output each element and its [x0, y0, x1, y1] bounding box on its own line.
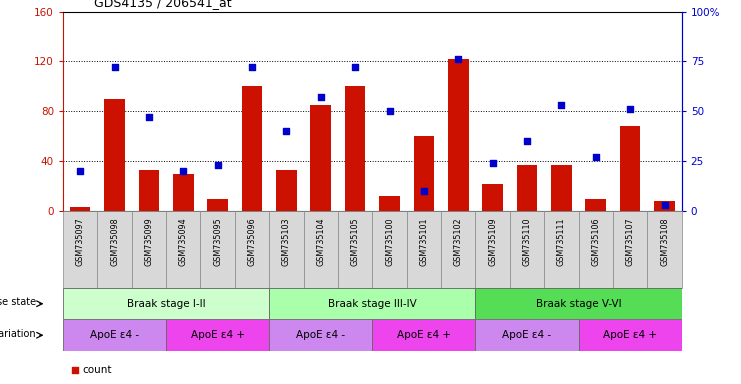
Text: GDS4135 / 206541_at: GDS4135 / 206541_at	[94, 0, 231, 9]
Text: Braak stage V-VI: Braak stage V-VI	[536, 299, 622, 309]
Point	[384, 108, 396, 114]
Bar	[242, 86, 262, 211]
Bar	[269, 319, 372, 351]
Bar	[132, 211, 166, 288]
Text: GSM735104: GSM735104	[316, 217, 325, 266]
Bar	[104, 99, 124, 211]
Bar	[516, 165, 537, 211]
Bar	[235, 211, 269, 288]
Text: disease state: disease state	[0, 297, 36, 307]
Bar	[269, 288, 476, 319]
Bar	[441, 211, 476, 288]
Text: ApoE ε4 +: ApoE ε4 +	[190, 330, 245, 340]
Point	[521, 138, 533, 144]
Bar	[372, 319, 476, 351]
Text: GSM735108: GSM735108	[660, 217, 669, 266]
Bar	[173, 174, 193, 211]
Bar	[139, 170, 159, 211]
Point	[556, 102, 568, 108]
Bar	[207, 199, 228, 211]
Bar	[551, 165, 572, 211]
Point	[659, 202, 671, 208]
Point	[212, 162, 224, 168]
Text: ApoE ε4 +: ApoE ε4 +	[603, 330, 657, 340]
Text: GSM735095: GSM735095	[213, 217, 222, 266]
Bar	[476, 288, 682, 319]
Point	[177, 168, 189, 174]
Text: GSM735101: GSM735101	[419, 217, 428, 266]
Bar	[70, 207, 90, 211]
Bar	[544, 211, 579, 288]
Bar	[407, 211, 441, 288]
Text: GSM735096: GSM735096	[247, 217, 256, 266]
Bar	[482, 184, 503, 211]
Bar	[201, 211, 235, 288]
Text: GSM735103: GSM735103	[282, 217, 291, 266]
Text: genotype/variation: genotype/variation	[0, 329, 36, 339]
Bar	[345, 86, 365, 211]
Point	[74, 168, 86, 174]
Bar	[63, 211, 97, 288]
Text: GSM735097: GSM735097	[76, 217, 84, 266]
Bar	[476, 211, 510, 288]
Bar	[372, 211, 407, 288]
Text: Braak stage III-IV: Braak stage III-IV	[328, 299, 416, 309]
Point	[349, 65, 361, 71]
Text: GSM735100: GSM735100	[385, 217, 394, 266]
Text: GSM735099: GSM735099	[144, 217, 153, 266]
Text: GSM735098: GSM735098	[110, 217, 119, 266]
Bar	[276, 170, 296, 211]
Text: GSM735107: GSM735107	[625, 217, 634, 266]
Bar	[63, 288, 269, 319]
Text: GSM735111: GSM735111	[557, 217, 566, 266]
Text: count: count	[82, 365, 112, 375]
Bar	[63, 319, 166, 351]
Point	[315, 94, 327, 101]
Bar	[619, 126, 640, 211]
Bar	[310, 105, 331, 211]
Bar	[304, 211, 338, 288]
Point	[143, 114, 155, 121]
Bar	[413, 136, 434, 211]
Bar	[379, 196, 400, 211]
Point	[487, 160, 499, 166]
Bar	[166, 319, 269, 351]
Text: ApoE ε4 +: ApoE ε4 +	[397, 330, 451, 340]
Point	[590, 154, 602, 161]
Bar	[97, 211, 132, 288]
Point	[109, 65, 121, 71]
Bar	[613, 211, 648, 288]
Text: GSM735094: GSM735094	[179, 217, 187, 266]
Point	[624, 106, 636, 113]
Text: GSM735106: GSM735106	[591, 217, 600, 266]
Text: GSM735109: GSM735109	[488, 217, 497, 266]
Text: Braak stage I-II: Braak stage I-II	[127, 299, 205, 309]
Point	[246, 65, 258, 71]
Bar	[338, 211, 372, 288]
Bar	[648, 211, 682, 288]
Text: GSM735110: GSM735110	[522, 217, 531, 266]
Point	[70, 367, 82, 373]
Point	[281, 128, 293, 134]
Text: ApoE ε4 -: ApoE ε4 -	[90, 330, 139, 340]
Point	[418, 188, 430, 194]
Bar	[476, 319, 579, 351]
Bar	[579, 319, 682, 351]
Text: ApoE ε4 -: ApoE ε4 -	[296, 330, 345, 340]
Bar	[448, 59, 468, 211]
Bar	[166, 211, 201, 288]
Bar	[585, 199, 606, 211]
Bar	[654, 201, 675, 211]
Point	[452, 56, 464, 63]
Bar	[269, 211, 304, 288]
Bar	[510, 211, 544, 288]
Text: ApoE ε4 -: ApoE ε4 -	[502, 330, 551, 340]
Text: GSM735105: GSM735105	[350, 217, 359, 266]
Bar	[579, 211, 613, 288]
Text: GSM735102: GSM735102	[453, 217, 463, 266]
